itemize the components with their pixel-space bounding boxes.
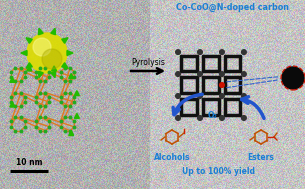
Circle shape (176, 94, 180, 98)
Circle shape (242, 116, 246, 120)
Circle shape (220, 50, 224, 54)
Circle shape (198, 72, 202, 76)
Polygon shape (51, 28, 56, 35)
Text: Pyrolysis: Pyrolysis (131, 58, 165, 67)
Polygon shape (52, 66, 57, 71)
Text: O₂: O₂ (208, 111, 218, 119)
Text: Co-CoO@N-doped carbon: Co-CoO@N-doped carbon (175, 3, 289, 12)
Circle shape (220, 116, 224, 120)
Polygon shape (69, 74, 74, 78)
Circle shape (220, 72, 224, 76)
Circle shape (42, 49, 62, 69)
Circle shape (198, 50, 202, 54)
Polygon shape (10, 102, 15, 107)
Polygon shape (69, 130, 74, 136)
Circle shape (220, 94, 224, 98)
Circle shape (176, 72, 180, 76)
Polygon shape (62, 38, 68, 43)
Circle shape (220, 83, 224, 87)
Polygon shape (74, 91, 79, 96)
Polygon shape (10, 77, 15, 82)
Circle shape (282, 67, 304, 89)
Text: Alcohols: Alcohols (154, 153, 190, 162)
Polygon shape (38, 28, 43, 35)
Polygon shape (38, 71, 43, 78)
Circle shape (176, 116, 180, 120)
Polygon shape (51, 71, 56, 78)
Circle shape (242, 72, 246, 76)
Circle shape (242, 94, 246, 98)
Circle shape (198, 94, 202, 98)
Polygon shape (62, 63, 68, 68)
Polygon shape (67, 50, 73, 56)
Text: Esters: Esters (248, 153, 274, 162)
Circle shape (176, 50, 180, 54)
Polygon shape (74, 113, 79, 118)
Text: 10 nm: 10 nm (16, 158, 42, 167)
Polygon shape (26, 38, 32, 43)
Polygon shape (27, 66, 32, 71)
Circle shape (27, 33, 67, 73)
Polygon shape (21, 50, 27, 56)
Circle shape (242, 50, 246, 54)
Circle shape (33, 38, 51, 56)
Text: Up to 100% yield: Up to 100% yield (181, 167, 254, 176)
Circle shape (198, 116, 202, 120)
Polygon shape (26, 63, 32, 68)
